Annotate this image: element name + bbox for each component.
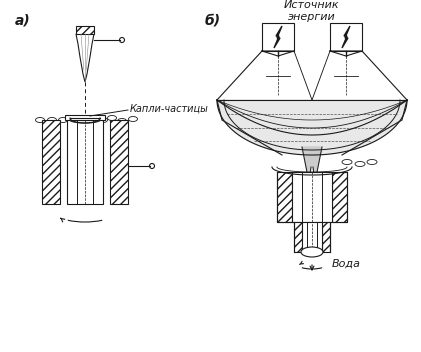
Bar: [292, 172, 332, 222]
Polygon shape: [76, 34, 94, 82]
Text: Вода: Вода: [332, 259, 361, 269]
Ellipse shape: [342, 159, 352, 164]
Bar: [277, 172, 292, 222]
Text: а): а): [15, 14, 31, 28]
Polygon shape: [302, 147, 322, 182]
Bar: [294, 222, 302, 252]
Bar: [322, 222, 330, 252]
Bar: [76, 26, 94, 34]
Ellipse shape: [107, 115, 117, 120]
Bar: [65, 115, 105, 120]
Ellipse shape: [355, 162, 365, 166]
Text: б): б): [205, 14, 221, 28]
Text: Источник
энергии: Источник энергии: [284, 0, 340, 21]
Polygon shape: [342, 26, 350, 48]
Polygon shape: [217, 100, 407, 155]
Ellipse shape: [35, 118, 45, 122]
Bar: [332, 172, 347, 222]
Bar: [110, 120, 128, 204]
Bar: [262, 23, 294, 51]
Ellipse shape: [117, 119, 126, 124]
Ellipse shape: [128, 117, 138, 121]
Bar: [67, 120, 103, 204]
Bar: [330, 23, 362, 51]
Ellipse shape: [367, 159, 377, 164]
Ellipse shape: [99, 118, 107, 122]
Ellipse shape: [301, 247, 323, 257]
Polygon shape: [274, 26, 282, 48]
Text: Капли-частицы: Капли-частицы: [130, 104, 209, 114]
Ellipse shape: [59, 118, 67, 122]
Bar: [42, 120, 60, 204]
Bar: [302, 222, 322, 252]
Ellipse shape: [48, 118, 56, 122]
